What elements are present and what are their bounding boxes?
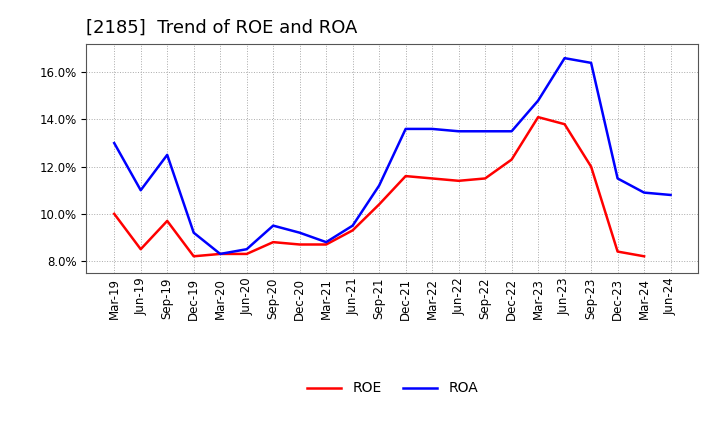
ROE xyxy=(454,178,463,183)
ROA xyxy=(375,183,384,188)
ROE xyxy=(613,249,622,254)
ROA xyxy=(534,98,542,103)
ROE xyxy=(163,218,171,224)
ROA xyxy=(136,187,145,193)
ROA xyxy=(243,246,251,252)
ROE xyxy=(243,251,251,257)
ROE xyxy=(534,114,542,120)
ROA xyxy=(163,152,171,158)
ROE xyxy=(136,246,145,252)
ROE xyxy=(560,121,569,127)
ROA xyxy=(587,60,595,66)
ROA xyxy=(110,140,119,146)
ROE xyxy=(216,251,225,257)
ROA xyxy=(322,239,330,245)
Text: [2185]  Trend of ROE and ROA: [2185] Trend of ROE and ROA xyxy=(86,19,358,37)
ROE xyxy=(481,176,490,181)
ROA xyxy=(640,190,649,195)
ROA xyxy=(348,223,357,228)
ROE xyxy=(322,242,330,247)
ROE xyxy=(348,228,357,233)
Legend: ROE, ROA: ROE, ROA xyxy=(301,376,484,401)
ROA xyxy=(401,126,410,132)
ROE xyxy=(508,157,516,162)
ROE xyxy=(189,253,198,259)
Line: ROA: ROA xyxy=(114,58,670,254)
ROA xyxy=(560,55,569,61)
ROE xyxy=(428,176,436,181)
ROE xyxy=(640,253,649,259)
ROA xyxy=(216,251,225,257)
ROA xyxy=(189,230,198,235)
ROE xyxy=(587,164,595,169)
Line: ROE: ROE xyxy=(114,117,644,256)
ROE xyxy=(269,239,277,245)
ROA xyxy=(428,126,436,132)
ROE xyxy=(375,202,384,207)
ROA xyxy=(295,230,304,235)
ROA xyxy=(454,128,463,134)
ROE xyxy=(295,242,304,247)
ROA xyxy=(666,192,675,198)
ROA xyxy=(269,223,277,228)
ROA xyxy=(481,128,490,134)
ROE xyxy=(401,173,410,179)
ROA xyxy=(613,176,622,181)
ROA xyxy=(508,128,516,134)
ROE xyxy=(110,211,119,216)
